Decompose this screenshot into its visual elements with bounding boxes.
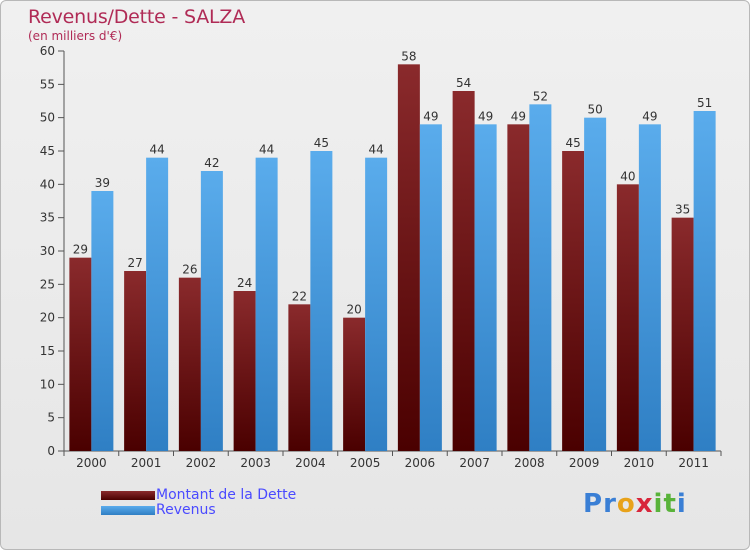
bar-revenue-2008 <box>529 104 552 451</box>
x-tick-label: 2002 <box>186 456 217 470</box>
chart-subtitle: (en milliers d'€) <box>28 29 123 43</box>
data-label-debt-2006: 58 <box>401 49 416 63</box>
bar-debt-2011 <box>671 217 694 451</box>
legend-swatch-debt <box>101 491 155 500</box>
legend-label-debt: Montant de la Dette <box>156 487 297 503</box>
x-tick-label: 2011 <box>678 456 709 470</box>
data-label-debt-2005: 20 <box>346 303 361 317</box>
bar-debt-2008 <box>507 124 530 451</box>
data-label-debt-2010: 40 <box>620 169 635 183</box>
bar-revenue-2011 <box>693 111 716 451</box>
bar-revenue-2001 <box>146 157 169 451</box>
data-label-debt-2009: 45 <box>565 136 580 150</box>
x-tick-label: 2010 <box>624 456 655 470</box>
y-tick-label: 45 <box>40 144 55 158</box>
y-tick-label: 25 <box>40 277 55 291</box>
bar-revenue-2006 <box>419 124 442 451</box>
x-tick-label: 2004 <box>295 456 326 470</box>
y-tick-label: 10 <box>40 377 55 391</box>
bar-debt-2000 <box>69 257 92 451</box>
logo-letter: t <box>663 489 677 519</box>
data-label-revenue-2002: 42 <box>204 156 219 170</box>
data-label-debt-2000: 29 <box>73 243 88 257</box>
data-label-revenue-2003: 44 <box>259 143 274 157</box>
y-tick-label: 15 <box>40 344 55 358</box>
data-label-debt-2007: 54 <box>456 76 471 90</box>
logo-letter: i <box>653 489 664 519</box>
x-tick-label: 2009 <box>569 456 600 470</box>
data-label-revenue-2006: 49 <box>423 109 438 123</box>
y-tick-label: 60 <box>40 44 55 58</box>
logo-letter: r <box>603 489 617 519</box>
data-label-revenue-2001: 44 <box>149 143 164 157</box>
bar-debt-2004 <box>288 304 311 451</box>
x-tick-label: 2006 <box>405 456 436 470</box>
y-tick-label: 0 <box>47 444 55 458</box>
chart-title: Revenus/Dette - SALZA <box>28 6 246 28</box>
data-label-revenue-2011: 51 <box>697 96 712 110</box>
y-tick-label: 35 <box>40 211 55 225</box>
legend-swatch-revenue <box>101 506 155 515</box>
x-tick-label: 2001 <box>131 456 162 470</box>
data-label-debt-2002: 26 <box>182 263 197 277</box>
logo-letter: i <box>676 489 687 519</box>
data-label-debt-2011: 35 <box>675 203 690 217</box>
y-tick-label: 55 <box>40 77 55 91</box>
data-label-revenue-2000: 39 <box>95 176 110 190</box>
bar-debt-2003 <box>233 291 256 451</box>
y-tick-label: 50 <box>40 111 55 125</box>
bar-debt-2005 <box>343 317 366 451</box>
bar-debt-2009 <box>562 151 585 451</box>
logo-letter: P <box>583 489 604 519</box>
y-tick-label: 5 <box>47 411 55 425</box>
y-tick-label: 30 <box>40 244 55 258</box>
x-tick-label: 2007 <box>459 456 490 470</box>
bar-debt-2010 <box>616 184 639 452</box>
data-label-revenue-2008: 52 <box>533 89 548 103</box>
data-label-debt-2008: 49 <box>511 109 526 123</box>
bar-revenue-2003 <box>255 157 278 451</box>
data-label-revenue-2009: 50 <box>587 103 602 117</box>
legend-label-revenue: Revenus <box>156 502 216 518</box>
logo-letter: x <box>635 489 654 519</box>
data-label-debt-2004: 22 <box>292 289 307 303</box>
data-label-revenue-2004: 45 <box>314 136 329 150</box>
x-tick-label: 2000 <box>76 456 107 470</box>
bar-debt-2001 <box>124 271 147 451</box>
data-label-revenue-2005: 44 <box>368 143 383 157</box>
y-tick-label: 40 <box>40 177 55 191</box>
x-tick-label: 2003 <box>240 456 271 470</box>
bar-debt-2006 <box>397 64 420 452</box>
bar-revenue-2005 <box>365 157 388 451</box>
bar-debt-2002 <box>178 277 201 451</box>
logo-letter: o <box>616 489 636 519</box>
bar-revenue-2000 <box>91 191 114 451</box>
bar-revenue-2009 <box>584 117 607 452</box>
bar-revenue-2007 <box>474 124 497 451</box>
data-label-debt-2001: 27 <box>127 256 142 270</box>
data-label-debt-2003: 24 <box>237 276 252 290</box>
bar-revenue-2002 <box>200 171 223 451</box>
bar-debt-2007 <box>452 91 475 451</box>
bar-revenue-2010 <box>638 124 661 451</box>
proxiti-logo: Proxiti <box>583 489 687 519</box>
bar-revenue-2004 <box>310 151 333 451</box>
data-label-revenue-2007: 49 <box>478 109 493 123</box>
x-tick-label: 2005 <box>350 456 381 470</box>
x-tick-label: 2008 <box>514 456 545 470</box>
data-label-revenue-2010: 49 <box>642 109 657 123</box>
y-tick-label: 20 <box>40 311 55 325</box>
